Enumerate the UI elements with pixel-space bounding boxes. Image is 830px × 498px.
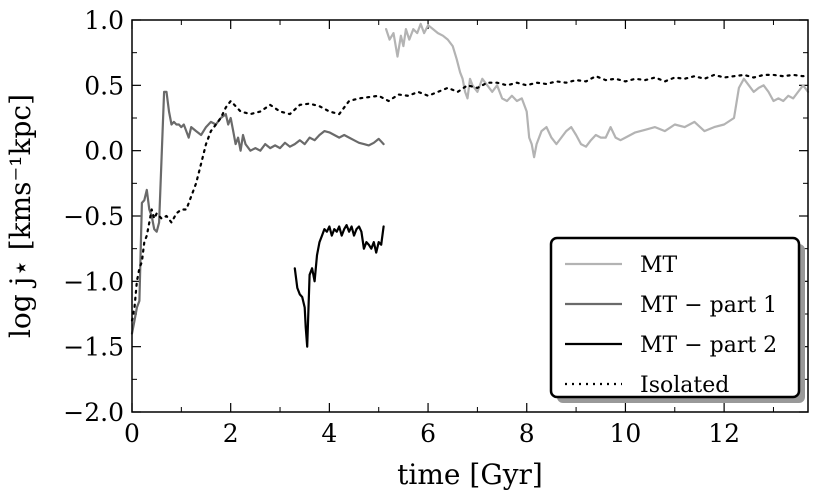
x-tick-label: 4 bbox=[321, 419, 337, 448]
y-tick-label: −1.5 bbox=[63, 333, 124, 362]
plot-frame bbox=[131, 19, 809, 413]
x-tick-label: 8 bbox=[519, 419, 535, 448]
y-tick-label: −0.5 bbox=[63, 202, 124, 231]
y-tick-label: 1.0 bbox=[84, 6, 124, 35]
x-tick-label: 12 bbox=[708, 419, 740, 448]
x-axis-title: time [Gyr] bbox=[397, 458, 543, 491]
y-tick-label: −1.0 bbox=[63, 267, 124, 296]
series-layer bbox=[130, 22, 810, 348]
tick-labels: 0 2 4 6 8 10 12 −2.0 −1.5 −1.0 −0.5 0.0 0.5 1.0 bbox=[63, 6, 740, 448]
y-axis-title: log j⋆ [kms⁻¹kpc] bbox=[4, 94, 37, 338]
y-tick-label: 0.5 bbox=[84, 71, 124, 100]
x-tick-label: 0 bbox=[124, 419, 140, 448]
y-tick-label: −2.0 bbox=[63, 398, 124, 427]
x-tick-label: 2 bbox=[223, 419, 239, 448]
series-line-mt-part-2 bbox=[293, 224, 385, 348]
series-line-isolated bbox=[130, 73, 810, 322]
x-tick-label: 10 bbox=[610, 419, 642, 448]
x-tick-label: 6 bbox=[420, 419, 436, 448]
legend-label: MT − part 1 bbox=[640, 293, 777, 318]
legend-box bbox=[549, 236, 801, 399]
legend-label: Isolated bbox=[640, 373, 729, 398]
series-line-mt bbox=[385, 22, 810, 159]
series-line-mt-part-1 bbox=[130, 90, 385, 335]
legend: MT MT − part 1 MT − part 2 Isolated bbox=[549, 236, 805, 403]
y-tick-label: 0.0 bbox=[84, 137, 124, 166]
legend-entries: MT MT − part 1 MT − part 2 Isolated bbox=[565, 253, 777, 398]
legend-label: MT bbox=[640, 253, 678, 278]
legend-label: MT − part 2 bbox=[640, 333, 777, 358]
